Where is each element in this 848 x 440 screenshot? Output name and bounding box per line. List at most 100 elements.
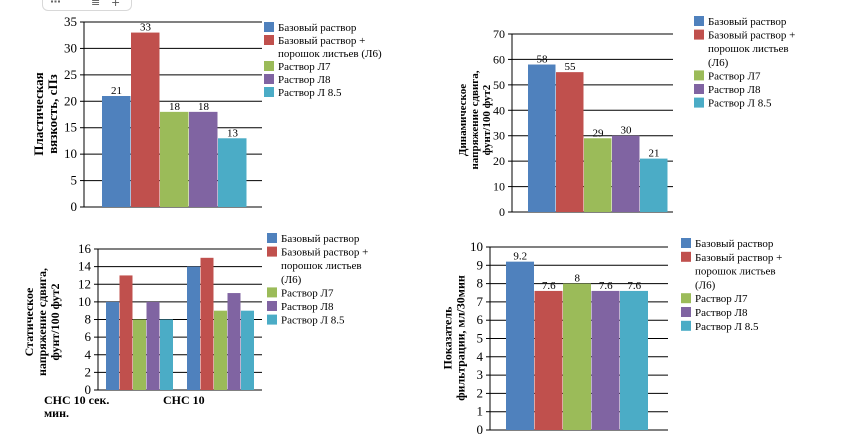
data-label: 8 <box>575 273 581 285</box>
legend-swatch <box>264 35 274 45</box>
legend-label: порошок листьев <box>281 260 362 272</box>
category-label: СНС 10 <box>163 393 205 407</box>
data-label: 30 <box>621 125 633 137</box>
legend-swatch <box>681 238 691 248</box>
y-tick-label: 5 <box>71 173 78 188</box>
gel-strength-chart: 0 2 4 6 8 10 12 14 16 СНС 10 сек.мин. СНС 10 Статич… <box>22 233 368 420</box>
data-label: 33 <box>140 22 152 34</box>
y-tick-label: 10 <box>64 146 77 161</box>
legend-swatch <box>264 22 274 32</box>
y-tick-label: 3 <box>477 367 484 382</box>
bar <box>160 111 189 207</box>
y-tick-label: 10 <box>493 180 505 194</box>
legend-label: порошок листьев <box>708 43 789 55</box>
legend-label: (Л6) <box>708 57 729 69</box>
legend-swatch <box>264 87 274 97</box>
legend-label: Базовый раствор + <box>278 35 365 47</box>
data-label: 13 <box>227 127 239 139</box>
bar <box>218 138 247 207</box>
legend: Базовый раствор Базовый раствор +порошок … <box>267 233 368 327</box>
y-tick-label: 8 <box>477 276 484 291</box>
legend-label: Базовый раствор <box>708 16 787 28</box>
y-tick-label: 12 <box>78 276 91 291</box>
legend-swatch <box>264 74 274 84</box>
y-tick-label: 0 <box>477 422 484 437</box>
bar <box>556 72 584 213</box>
bar <box>200 257 214 390</box>
legend-label: Базовый раствор + <box>281 247 368 259</box>
data-label: 21 <box>649 148 660 160</box>
legend-label: (Л6) <box>281 274 302 286</box>
y-tick-label: 20 <box>493 154 505 168</box>
legend-swatch <box>681 293 691 304</box>
y-tick-label: 7 <box>477 294 484 309</box>
legend-label: Раствор Л8 <box>278 74 331 86</box>
bar <box>133 319 146 390</box>
filter-icon[interactable]: ≡ <box>91 0 101 9</box>
legend-label: Раствор Л7 <box>281 287 334 299</box>
legend-swatch <box>694 97 704 108</box>
y-tick-label: 25 <box>64 67 77 82</box>
y-tick-label: 10 <box>470 239 483 254</box>
legend-label: Раствор Л8 <box>281 301 334 313</box>
legend-swatch <box>694 84 704 94</box>
y-tick-label: 0 <box>85 382 92 397</box>
data-label: 21 <box>111 85 122 97</box>
bar <box>620 290 648 430</box>
data-label: 29 <box>593 127 605 139</box>
y-axis-title-line: Показатель <box>441 306 455 370</box>
y-axis-title: Статическоенапряжение сдвига,фунт/100 фу… <box>22 268 62 376</box>
legend-swatch <box>681 307 691 317</box>
y-tick-label: 6 <box>477 312 484 327</box>
bar <box>214 310 227 390</box>
legend-label: Базовый раствор <box>281 233 360 245</box>
y-axis-title-line: фильтрации, мл/30мин <box>454 275 468 401</box>
legend-swatch <box>267 287 277 298</box>
legend-label: Базовый раствор <box>278 22 357 34</box>
bar <box>563 283 591 430</box>
legend-swatch <box>267 246 277 257</box>
y-tick-label: 10 <box>78 294 91 309</box>
y-tick-label: 5 <box>477 331 484 346</box>
y-tick-label: 0 <box>499 205 505 219</box>
plastic-viscosity-chart: 0 5 10 15 20 25 30 35 21 33 18 18 13 Пластическаявязк… <box>31 14 382 214</box>
y-tick-label: 0 <box>71 199 78 214</box>
legend-label: Раствор Л 8.5 <box>278 87 342 99</box>
legend-label: Базовый раствор + <box>708 30 795 42</box>
y-axis-title-line: вязкость, сПз <box>45 74 60 154</box>
legend-swatch <box>267 233 277 243</box>
data-label: 7.6 <box>542 280 556 292</box>
legend-label: Раствор Л 8.5 <box>708 98 772 110</box>
y-tick-label: 50 <box>493 78 505 92</box>
bar <box>119 275 133 390</box>
legend-label: Раствор Л 8.5 <box>281 315 345 327</box>
data-label: 7.6 <box>599 280 613 292</box>
y-axis-title-line: фунт/100 фут2 <box>48 283 62 360</box>
y-tick-label: 2 <box>85 364 92 379</box>
y-tick-label: 2 <box>477 385 484 400</box>
legend-swatch <box>681 251 691 262</box>
bar <box>146 301 160 390</box>
data-label: 18 <box>169 101 181 113</box>
y-tick-label: 4 <box>477 349 484 364</box>
y-tick-label: 6 <box>85 329 92 344</box>
legend-label: Раствор Л8 <box>708 84 761 96</box>
y-tick-label: 60 <box>493 52 505 66</box>
bar <box>227 293 241 390</box>
y-axis-title-line: напряжение сдвига, <box>469 70 481 169</box>
bar <box>189 111 218 207</box>
chart-toolbar: ≡ + <box>42 0 132 11</box>
y-tick-label: 30 <box>64 40 77 55</box>
legend-label: (Л6) <box>695 279 716 291</box>
bar <box>102 96 131 207</box>
y-tick-label: 40 <box>493 103 505 117</box>
plus-icon[interactable]: + <box>111 0 121 9</box>
y-tick-label: 70 <box>493 27 505 41</box>
y-axis-title-line: Динамическое <box>457 84 469 156</box>
legend-label: Раствор Л7 <box>708 70 761 82</box>
grid-icon[interactable] <box>51 0 60 9</box>
legend-label: Раствор Л8 <box>695 307 748 319</box>
